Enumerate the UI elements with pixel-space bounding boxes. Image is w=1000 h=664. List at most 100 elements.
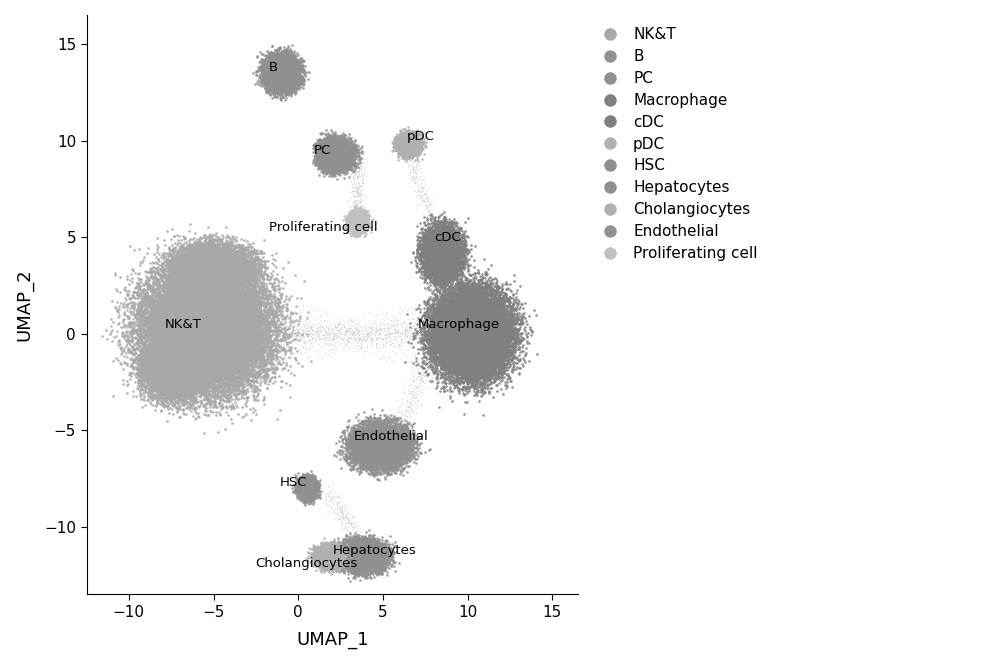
Point <box>238 290 254 300</box>
Point <box>142 311 158 322</box>
Point <box>351 547 367 558</box>
Point <box>161 368 177 378</box>
Point <box>275 48 291 59</box>
Point <box>260 72 276 82</box>
Point <box>300 485 316 495</box>
Point <box>387 436 403 447</box>
Point <box>316 145 332 156</box>
Point <box>515 318 531 329</box>
Point <box>210 300 226 311</box>
Point <box>235 321 251 331</box>
Point <box>228 273 244 284</box>
Point <box>453 284 469 295</box>
Point <box>348 208 364 219</box>
Point <box>260 68 276 79</box>
Point <box>463 349 479 359</box>
Point <box>257 81 273 92</box>
Point <box>458 324 474 335</box>
Point <box>385 548 401 558</box>
Point <box>338 161 354 171</box>
Point <box>187 367 203 378</box>
Point <box>445 325 461 336</box>
Point <box>200 290 216 301</box>
Point <box>308 554 324 564</box>
Point <box>348 556 364 566</box>
Point <box>170 343 186 353</box>
Point <box>472 367 488 378</box>
Point <box>341 548 357 559</box>
Point <box>503 311 519 321</box>
Point <box>432 234 448 244</box>
Point <box>177 303 193 314</box>
Point <box>167 353 183 363</box>
Point <box>244 366 260 376</box>
Point <box>440 301 456 312</box>
Point <box>494 315 510 325</box>
Point <box>475 351 491 362</box>
Point <box>380 469 396 479</box>
Point <box>197 311 213 321</box>
Point <box>318 151 334 161</box>
Point <box>384 450 400 461</box>
Point <box>184 285 200 295</box>
Point <box>212 351 228 362</box>
Point <box>195 259 211 270</box>
Point <box>322 552 338 563</box>
Point <box>453 339 469 350</box>
Point <box>163 323 179 333</box>
Point <box>264 60 280 71</box>
Point <box>238 267 254 278</box>
Point <box>207 286 223 297</box>
Point <box>175 280 191 291</box>
Point <box>494 333 510 343</box>
Point <box>277 278 293 288</box>
Point <box>481 306 497 317</box>
Point <box>239 376 255 386</box>
Point <box>161 384 177 395</box>
Point <box>221 262 237 272</box>
Point <box>367 540 383 550</box>
Point <box>442 264 458 274</box>
Point <box>330 141 346 152</box>
Point <box>433 224 449 235</box>
Point <box>343 551 359 562</box>
Point <box>452 248 468 258</box>
Point <box>356 554 372 565</box>
Point <box>447 320 463 331</box>
Point <box>303 491 319 501</box>
Point <box>250 61 266 72</box>
Point <box>336 153 352 164</box>
Point <box>208 312 224 323</box>
Point <box>460 289 476 299</box>
Point <box>458 299 474 310</box>
Point <box>122 340 138 351</box>
Point <box>185 246 201 257</box>
Point <box>461 335 477 346</box>
Point <box>368 439 384 450</box>
Point <box>203 363 219 374</box>
Point <box>333 548 349 559</box>
Point <box>265 293 281 304</box>
Point <box>225 324 241 335</box>
Point <box>264 329 280 340</box>
Point <box>222 264 238 274</box>
Point <box>464 348 480 359</box>
Point <box>420 272 436 282</box>
Point <box>348 554 364 565</box>
Point <box>388 459 404 469</box>
Point <box>210 359 226 369</box>
Point <box>199 258 215 268</box>
Point <box>274 66 290 76</box>
Point <box>434 321 450 331</box>
Point <box>198 307 214 317</box>
Point <box>152 357 168 367</box>
Point <box>356 333 372 343</box>
Point <box>243 301 259 311</box>
Point <box>273 332 289 343</box>
Point <box>401 143 417 154</box>
Point <box>356 540 372 551</box>
Point <box>170 306 186 317</box>
Point <box>371 550 387 561</box>
Point <box>164 278 180 289</box>
Point <box>218 263 234 274</box>
